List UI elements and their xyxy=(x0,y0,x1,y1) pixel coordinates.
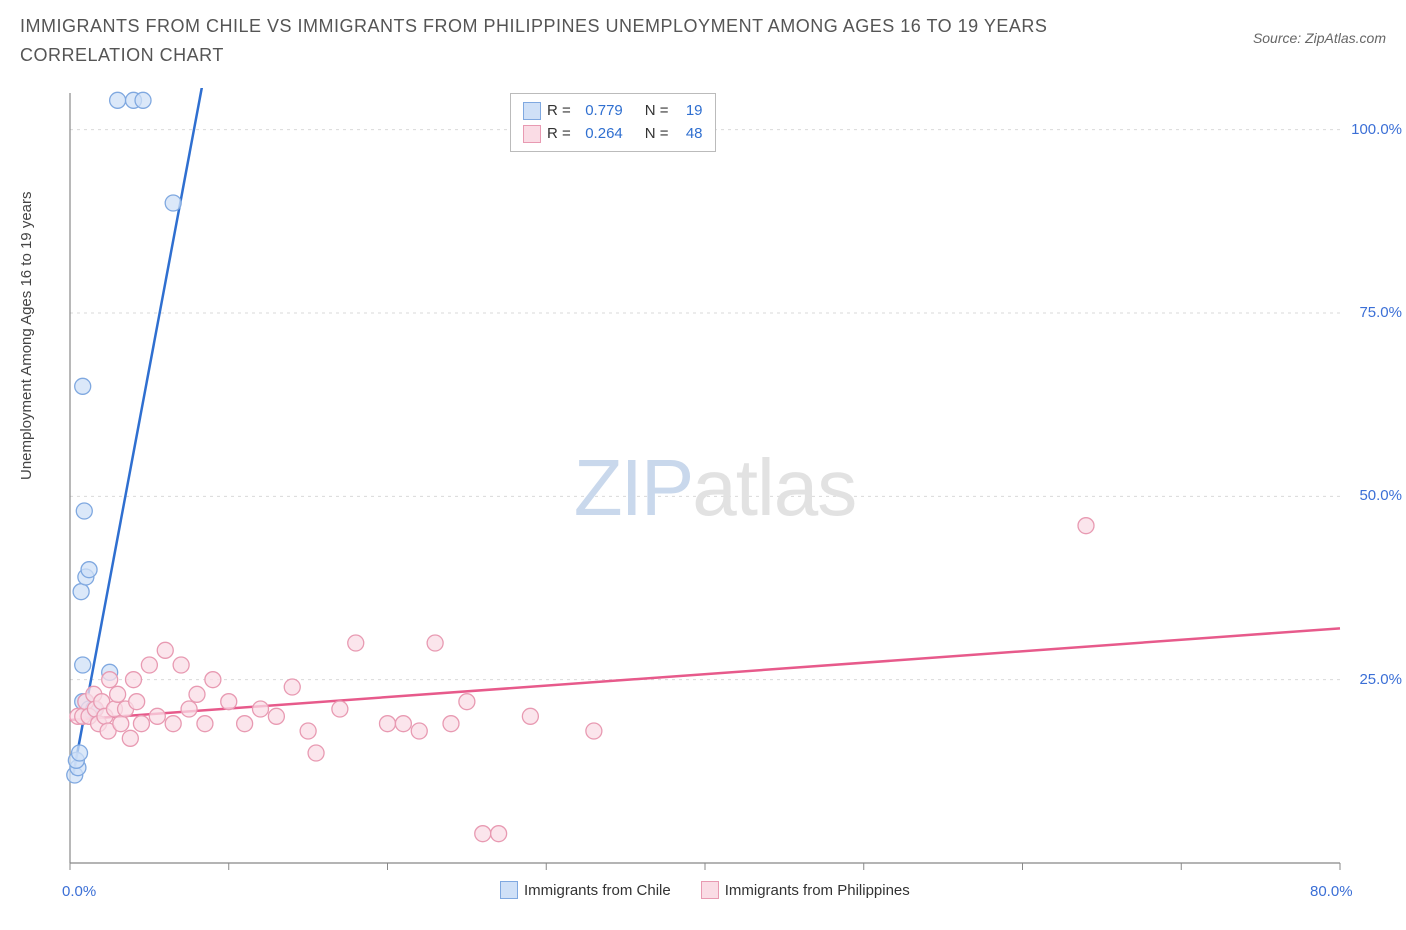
n-value: 48 xyxy=(675,123,703,146)
y-tick-label: 100.0% xyxy=(1351,121,1402,138)
x-tick-min: 0.0% xyxy=(62,883,96,900)
source-label: Source: ZipAtlas.com xyxy=(1253,30,1386,46)
x-tick-max: 80.0% xyxy=(1310,883,1353,900)
legend-correlation-row: R = 0.264 N = 48 xyxy=(523,123,703,146)
legend-correlation-row: R = 0.779 N = 19 xyxy=(523,100,703,123)
legend-series-item: Immigrants from Chile xyxy=(500,881,671,899)
r-label: R = xyxy=(547,100,571,123)
legend-series-label: Immigrants from Philippines xyxy=(725,882,910,899)
r-value: 0.779 xyxy=(577,100,623,123)
legend-correlation: R = 0.779 N = 19 R = 0.264 N = 48 xyxy=(510,93,716,152)
scatter-chart xyxy=(60,88,1370,888)
n-label: N = xyxy=(645,100,669,123)
header-row: IMMIGRANTS FROM CHILE VS IMMIGRANTS FROM… xyxy=(20,12,1386,70)
y-tick-label: 75.0% xyxy=(1359,304,1402,321)
n-value: 19 xyxy=(675,100,703,123)
y-tick-label: 50.0% xyxy=(1359,487,1402,504)
chart-title: IMMIGRANTS FROM CHILE VS IMMIGRANTS FROM… xyxy=(20,12,1120,70)
y-axis-label: Unemployment Among Ages 16 to 19 years xyxy=(18,191,35,480)
legend-swatch xyxy=(523,125,541,143)
legend-series-item: Immigrants from Philippines xyxy=(701,881,910,899)
r-label: R = xyxy=(547,123,571,146)
r-value: 0.264 xyxy=(577,123,623,146)
legend-swatch xyxy=(701,881,719,899)
y-tick-label: 25.0% xyxy=(1359,671,1402,688)
n-label: N = xyxy=(645,123,669,146)
legend-swatch xyxy=(523,102,541,120)
chart-area: ZIPatlas R =0.779N =19R =0.264N =48 xyxy=(60,88,1370,888)
legend-swatch xyxy=(500,881,518,899)
legend-series: Immigrants from Chile Immigrants from Phi… xyxy=(500,881,910,899)
legend-series-label: Immigrants from Chile xyxy=(524,882,671,899)
